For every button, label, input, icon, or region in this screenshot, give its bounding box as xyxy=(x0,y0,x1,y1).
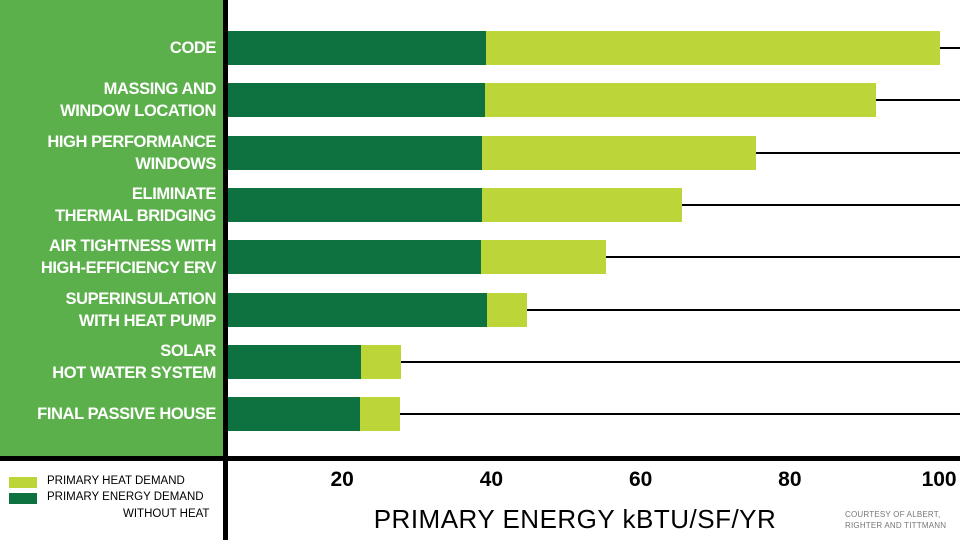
bar-heat-demand xyxy=(482,135,757,170)
bar-energy-without-heat xyxy=(228,292,487,327)
bar-energy-without-heat xyxy=(228,240,481,275)
x-tick-label: 60 xyxy=(628,468,653,491)
legend-label-energy-line1: PRIMARY ENERGY DEMAND xyxy=(47,491,204,503)
bar-heat-demand xyxy=(360,397,401,432)
category-label: FINAL PASSIVE HOUSE xyxy=(37,405,216,424)
category-label: MASSING AND WINDOW LOCATION xyxy=(60,80,216,121)
category-label: HIGH PERFORMANCE WINDOWS xyxy=(47,132,216,173)
bar-energy-without-heat xyxy=(228,135,483,170)
credit-line-1: COURTESY OF ALBERT, xyxy=(845,510,941,519)
category-label: CODE xyxy=(169,39,216,57)
category-label: AIR TIGHTNESS WITH HIGH-EFFICIENCY ERV xyxy=(40,237,217,278)
bar-energy-without-heat xyxy=(228,187,483,222)
bar-guide-line xyxy=(400,413,960,416)
bar-guide-line xyxy=(756,151,960,154)
legend-swatch-heat xyxy=(9,477,37,488)
bar-guide-line xyxy=(876,99,960,102)
bar-heat-demand xyxy=(486,31,940,65)
credit-line-2: RIGHTER AND TITTMANN xyxy=(845,521,947,530)
bar-guide-line xyxy=(682,203,960,206)
legend-label-energy-line2: WITHOUT HEAT xyxy=(123,508,210,520)
bar-guide-line xyxy=(401,360,960,363)
y-axis-line xyxy=(223,0,228,540)
category-label: SOLAR HOT WATER SYSTEM xyxy=(52,341,216,382)
category-panel xyxy=(0,0,223,456)
bar-energy-without-heat xyxy=(228,344,361,379)
legend-label-heat: PRIMARY HEAT DEMAND xyxy=(47,475,185,487)
bar-heat-demand xyxy=(480,240,606,275)
x-tick-label: 80 xyxy=(778,468,802,491)
bar-energy-without-heat xyxy=(228,31,487,65)
bar-energy-without-heat xyxy=(228,397,361,432)
legend-swatch-energy xyxy=(9,493,37,504)
credit-text: COURTESY OF ALBERT, RIGHTER AND TITTMANN xyxy=(845,509,960,531)
bar-guide-line xyxy=(939,47,960,49)
x-axis-title: PRIMARY ENERGY kBTU/SF/YR xyxy=(373,504,777,534)
bar-energy-without-heat xyxy=(228,83,485,118)
bar-heat-demand xyxy=(486,292,528,327)
x-axis-line xyxy=(0,456,960,461)
category-label: SUPERINSULATION WITH HEAT PUMP xyxy=(65,289,217,330)
x-tick-label: 20 xyxy=(330,468,354,491)
bar-heat-demand xyxy=(360,344,402,379)
bar-heat-demand xyxy=(482,187,683,222)
x-tick-label: 40 xyxy=(479,468,504,491)
bar-guide-line xyxy=(605,256,960,259)
bar-heat-demand xyxy=(484,83,877,118)
bar-guide-line xyxy=(527,308,960,311)
x-tick-label: 100 xyxy=(921,468,957,491)
category-label: ELIMINATE THERMAL BRIDGING xyxy=(54,184,216,225)
